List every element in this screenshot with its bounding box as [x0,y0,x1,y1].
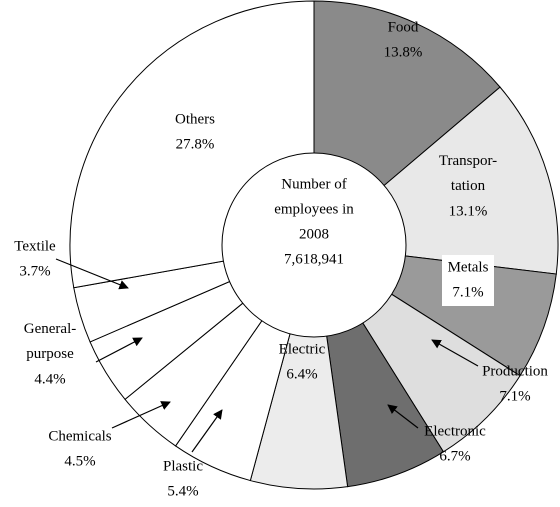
value-label: 7.1% [499,388,530,404]
center-label: employees in [274,201,354,217]
center-total: 7,618,941 [284,251,344,267]
category-label: Food [388,19,419,35]
value-label: 13.8% [384,44,423,60]
label-line: Transpor- [439,153,497,169]
center-label: 2008 [299,226,329,242]
category-label: Textile [14,238,56,254]
label-box [442,255,494,306]
leader-arrow [431,339,479,367]
category-label: Others [175,111,215,127]
value-label: 4.4% [34,371,65,387]
label-line: General- [24,321,76,337]
value-label: 27.8% [176,136,215,152]
category-label: Plastic [163,458,203,474]
category-label: Electronic [424,423,486,439]
donut-hole [221,152,407,338]
category-label: Metals [448,259,489,275]
leader-arrow [95,337,143,363]
value-label: 6.4% [286,366,317,382]
leader-arrow [387,404,419,429]
value-label: 4.5% [64,453,95,469]
value-label: 5.4% [167,483,198,499]
leader-arrow [191,409,223,453]
category-label: Electric [279,341,326,357]
value-label: 7.1% [452,284,483,300]
value-label: 3.7% [19,263,50,279]
value-label: 6.7% [439,448,470,464]
category-label: Production [482,363,548,379]
center-label: Number of [281,176,346,192]
label-line: purpose [26,346,74,362]
category-label: Transpor-tation [439,153,497,194]
category-label: Chemicals [48,428,111,444]
leader-arrow [111,401,171,429]
category-label: General-purpose [24,321,76,362]
label-line: tation [451,178,486,194]
value-label: 13.1% [449,203,488,219]
leader-arrow [55,258,129,290]
